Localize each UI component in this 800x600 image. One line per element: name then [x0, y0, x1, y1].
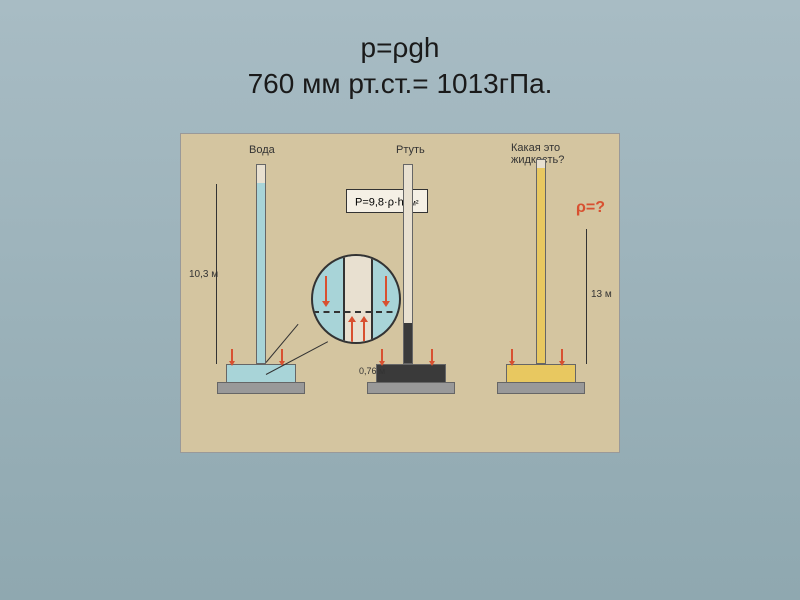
measure-unknown: [586, 229, 587, 364]
formula-title: p=ρgh: [361, 32, 440, 63]
tube-unknown-fill: [537, 168, 545, 363]
basin-mercury-box: [367, 382, 455, 394]
tube-mercury-fill: [404, 323, 412, 363]
label-unknown-1: Какая это: [511, 142, 560, 154]
arrow-down-icon: [511, 349, 515, 366]
arrow-up-icon: [363, 316, 368, 344]
arrow-down-icon: [381, 349, 385, 366]
page-title: p=ρgh 760 мм рт.ст.= 1013гПа.: [248, 30, 553, 103]
measure-mercury-label: 0,76 м: [359, 366, 385, 376]
arrow-up-icon: [351, 316, 356, 344]
arrow-down-icon: [431, 349, 435, 366]
basin-mercury: [376, 364, 446, 389]
arrow-down-icon: [325, 276, 330, 307]
barometer-diagram: Вода 10,3 м: [180, 133, 620, 453]
basin-water-box: [217, 382, 305, 394]
label-water: Вода: [249, 144, 275, 156]
basin-water: [226, 364, 296, 389]
tube-unknown: [536, 159, 546, 364]
tube-mercury: [403, 164, 413, 364]
formula-box: P=9,8·ρ·hн/м²: [346, 189, 428, 214]
tube-water: [256, 164, 266, 364]
zoom-connector: [266, 341, 328, 375]
formula-text: P=9,8·ρ·h: [355, 196, 404, 208]
arrow-down-icon: [385, 276, 390, 307]
measure-unknown-label: 13 м: [591, 289, 612, 300]
basin-unknown: [506, 364, 576, 389]
label-mercury: Ртуть: [396, 144, 425, 156]
tube-water-fill: [257, 183, 265, 363]
pressure-equivalence: 760 мм рт.ст.= 1013гПа.: [248, 68, 553, 99]
arrow-down-icon: [561, 349, 565, 366]
rho-question: ρ=?: [576, 199, 605, 217]
basin-unknown-box: [497, 382, 585, 394]
arrow-down-icon: [231, 349, 235, 366]
zoom-tube: [343, 256, 373, 344]
zoom-dash: [313, 311, 401, 313]
measure-water-label: 10,3 м: [189, 269, 218, 280]
zoom-circle: [311, 254, 401, 344]
